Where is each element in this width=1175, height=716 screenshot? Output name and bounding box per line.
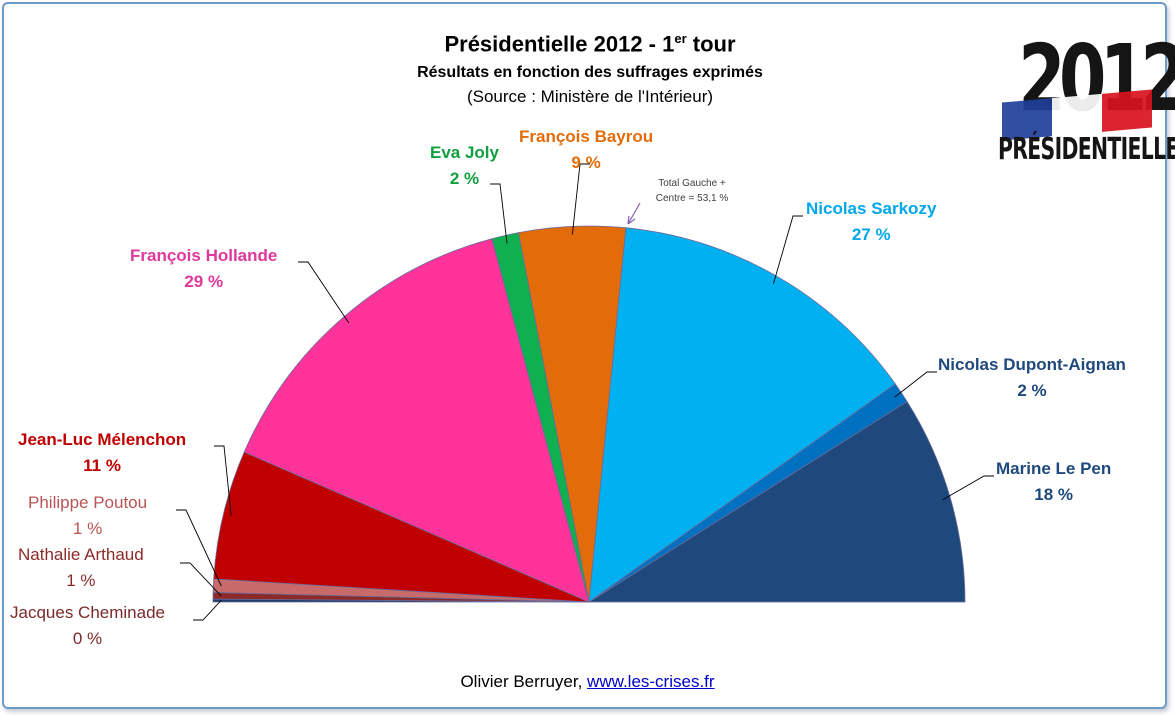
presidentielle-2012-logo: 2012 PRÉSIDENTIELLE <box>998 24 1175 170</box>
leader-line-1 <box>180 562 222 597</box>
leader-line-3 <box>214 445 232 517</box>
title-block: Présidentielle 2012 - 1er tour Résultats… <box>300 24 880 109</box>
annotation-arrow <box>627 202 641 225</box>
chart-subtitle: Résultats en fonction des suffrages expr… <box>417 64 763 82</box>
leader-line-7 <box>773 215 803 284</box>
label-francois-bayrou: François Bayrou 9 % <box>519 127 654 172</box>
leader-line-2 <box>176 509 222 587</box>
slice-francois-hollande <box>243 238 590 603</box>
slice-marine-le-pen <box>587 400 966 603</box>
leader-line-8 <box>894 371 937 398</box>
total-annotation: Total Gauche + Centre = 53,1 % <box>655 178 729 204</box>
slice-jean-luc-melenchon <box>213 451 590 603</box>
leader-line-0 <box>193 600 222 621</box>
leader-line-4 <box>298 261 350 324</box>
chart-title: Présidentielle 2012 - 1er tour <box>444 31 736 57</box>
slice-nicolas-sarkozy <box>588 227 896 603</box>
leader-line-6 <box>571 163 590 235</box>
label-nicolas-sarkozy: Nicolas Sarkozy 27 % <box>806 199 937 244</box>
label-nicolas-dupont-aignan: Nicolas Dupont-Aignan 2 % <box>938 355 1126 400</box>
leader-line-9 <box>942 475 994 501</box>
leader-line-5 <box>490 183 508 244</box>
les-crises-link[interactable]: www.les-crises.fr <box>587 672 715 691</box>
label-jacques-cheminade: Jacques Cheminade 0 % <box>10 603 165 648</box>
label-philippe-poutou: Philippe Poutou 1 % <box>28 493 148 538</box>
chart-source: (Source : Ministère de l'Intérieur) <box>466 87 714 107</box>
label-marine-le-pen: Marine Le Pen 18 % <box>996 459 1112 504</box>
label-eva-joly: Eva Joly 2 % <box>430 143 499 188</box>
author-name: Olivier Berruyer, <box>460 672 583 691</box>
footer: Olivier Berruyer, www.les-crises.fr <box>0 672 1175 692</box>
label-francois-hollande: François Hollande 29 % <box>130 246 278 291</box>
label-nathalie-arthaud: Nathalie Arthaud 1 % <box>18 545 144 590</box>
label-jean-luc-melenchon: Jean-Luc Mélenchon 11 % <box>18 430 187 475</box>
